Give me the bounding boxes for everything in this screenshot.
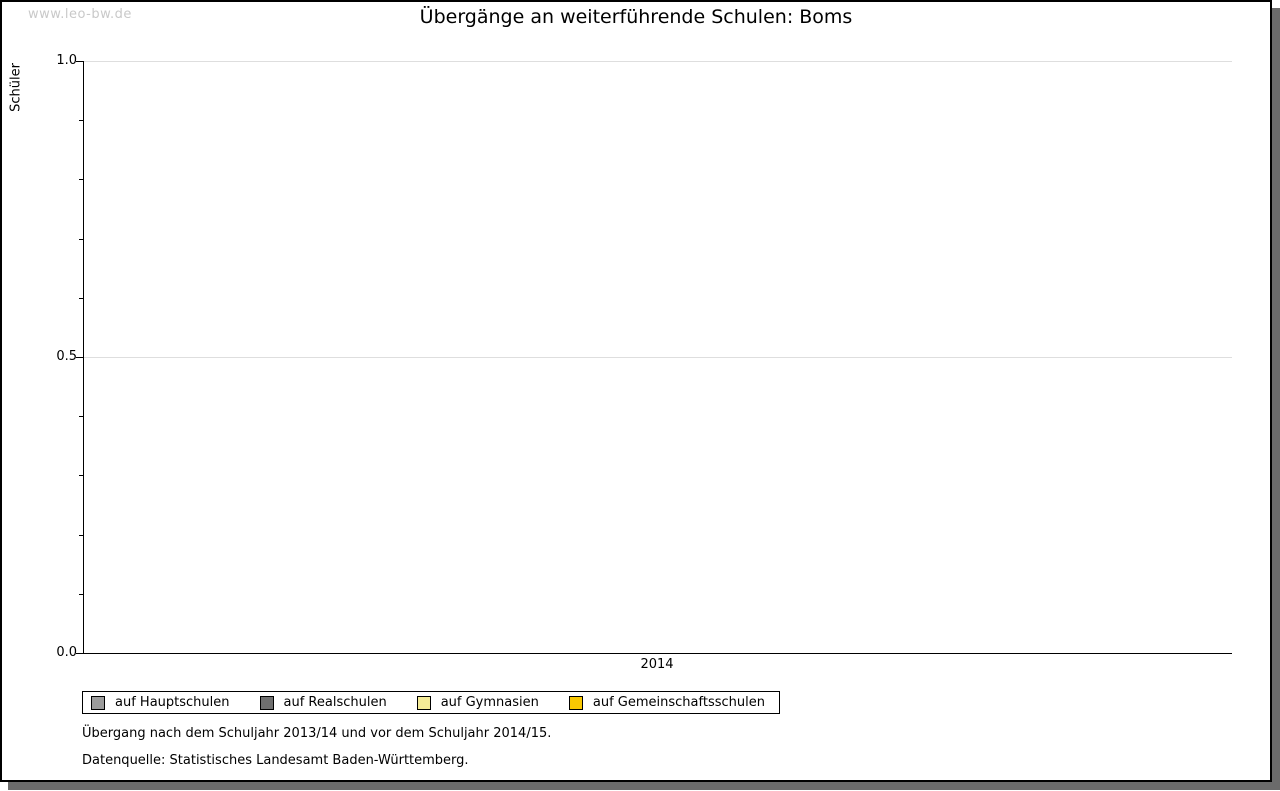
gridline (84, 357, 1232, 358)
legend-item: auf Hauptschulen (91, 695, 230, 710)
y-major-tick (76, 61, 84, 62)
y-major-tick (76, 357, 84, 358)
legend-item: auf Gymnasien (416, 695, 539, 710)
y-tick-label: 1.0 (56, 53, 77, 68)
y-minor-tick (79, 298, 84, 299)
y-minor-tick (79, 120, 84, 121)
legend-swatch (91, 695, 105, 710)
legend-item-label: auf Gemeinschaftsschulen (592, 695, 765, 710)
x-tick-label: 2014 (640, 657, 674, 672)
legend-swatch (259, 695, 274, 710)
gridline (84, 61, 1232, 62)
plot-area (76, 61, 1232, 654)
legend-swatch (568, 695, 583, 710)
y-tick-label: 0.5 (56, 349, 77, 364)
legend-swatch (416, 695, 431, 710)
footnote-transition: Übergang nach dem Schuljahr 2013/14 und … (82, 726, 552, 741)
legend-item: auf Realschulen (259, 695, 387, 710)
legend-item: auf Gemeinschaftsschulen (568, 695, 765, 710)
legend-item-label: auf Realschulen (283, 695, 387, 710)
watermark: www.leo-bw.de (28, 7, 132, 22)
y-minor-tick (79, 416, 84, 417)
legend: auf Hauptschulen auf Realschulen auf Gymna… (82, 691, 780, 714)
y-minor-tick (79, 475, 84, 476)
y-minor-tick (79, 239, 84, 240)
y-minor-tick (79, 594, 84, 595)
chart-title: Übergänge an weiterführende Schulen: Bom… (419, 6, 853, 28)
y-axis-label: Schüler (8, 63, 24, 112)
y-tick-label: 0.0 (56, 645, 77, 660)
legend-item-label: auf Hauptschulen (115, 695, 230, 710)
y-major-tick (76, 653, 84, 654)
footnote-source: Datenquelle: Statistisches Landesamt Bad… (82, 753, 469, 768)
y-minor-tick (79, 535, 84, 536)
legend-item-label: auf Gymnasien (440, 695, 539, 710)
y-minor-tick (79, 179, 84, 180)
